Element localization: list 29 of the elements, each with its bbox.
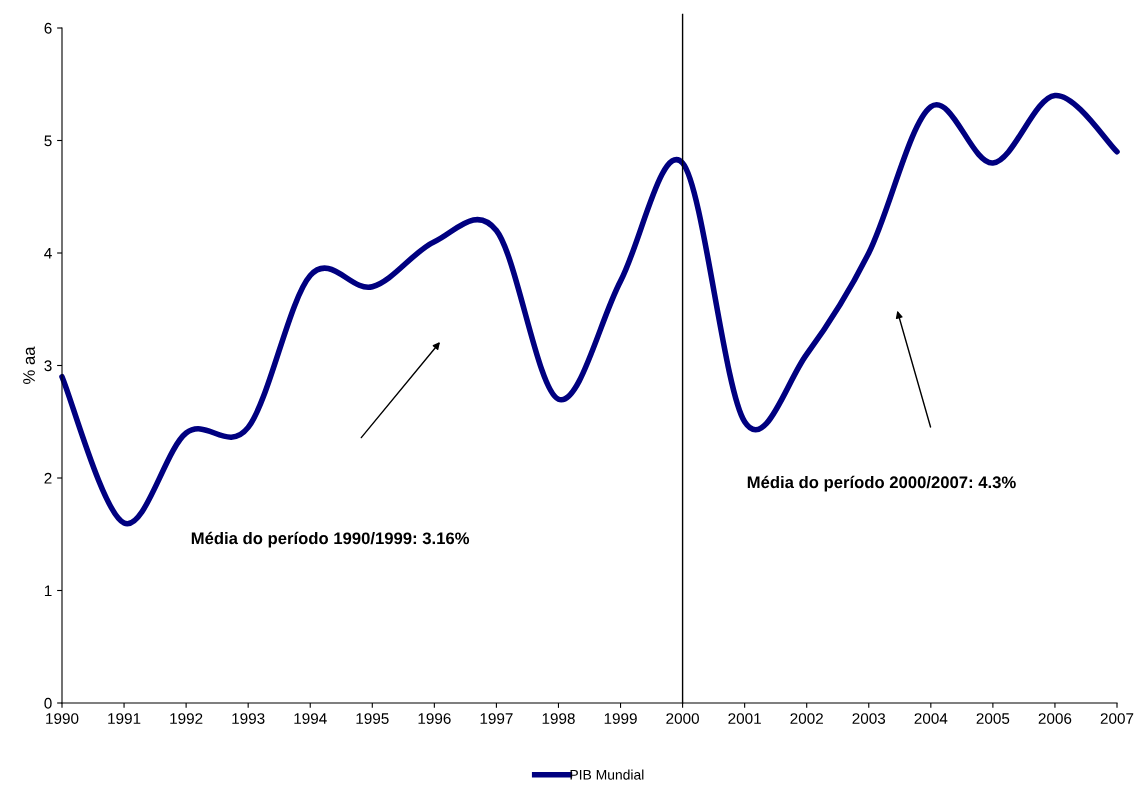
y-axis-title: % aa: [23, 346, 35, 384]
x-tick-label: 2005: [976, 713, 1010, 724]
x-tick-label: 1992: [170, 713, 203, 724]
x-tick-label: 1999: [604, 713, 637, 724]
x-tick-label: 2004: [914, 713, 948, 724]
y-tick-label: 5: [44, 135, 52, 147]
y-tick-label: 6: [44, 22, 52, 34]
x-tick-label: 2002: [790, 713, 823, 724]
x-tick-label: 2000: [666, 713, 699, 724]
y-tick-label: 3: [44, 360, 52, 372]
y-tick-label: 2: [44, 472, 52, 484]
x-tick-label: 2007: [1100, 713, 1134, 724]
annotation: Média do período 1990/1999: 3.16%: [191, 531, 470, 548]
y-tick-label: 0: [44, 697, 52, 709]
x-tick-label: 2003: [852, 713, 886, 724]
legend-label: PIB Mundial: [570, 769, 644, 780]
x-tick-label: 1994: [294, 713, 327, 724]
x-tick-label: 1991: [108, 713, 141, 724]
x-tick-label: 1997: [480, 713, 513, 724]
x-tick-label: 1990: [46, 713, 79, 724]
x-tick-label: 1998: [542, 713, 575, 724]
y-tick-label: 4: [44, 248, 52, 259]
x-tick-label: 1995: [356, 713, 389, 724]
x-tick-label: 2006: [1038, 713, 1072, 724]
y-tick-label: 1: [44, 585, 52, 597]
x-tick-label: 1993: [232, 713, 265, 724]
x-tick-label: 1996: [418, 713, 451, 724]
x-tick-label: 2001: [728, 713, 761, 724]
annotation: Média do período 2000/2007: 4.3%: [747, 475, 1016, 492]
